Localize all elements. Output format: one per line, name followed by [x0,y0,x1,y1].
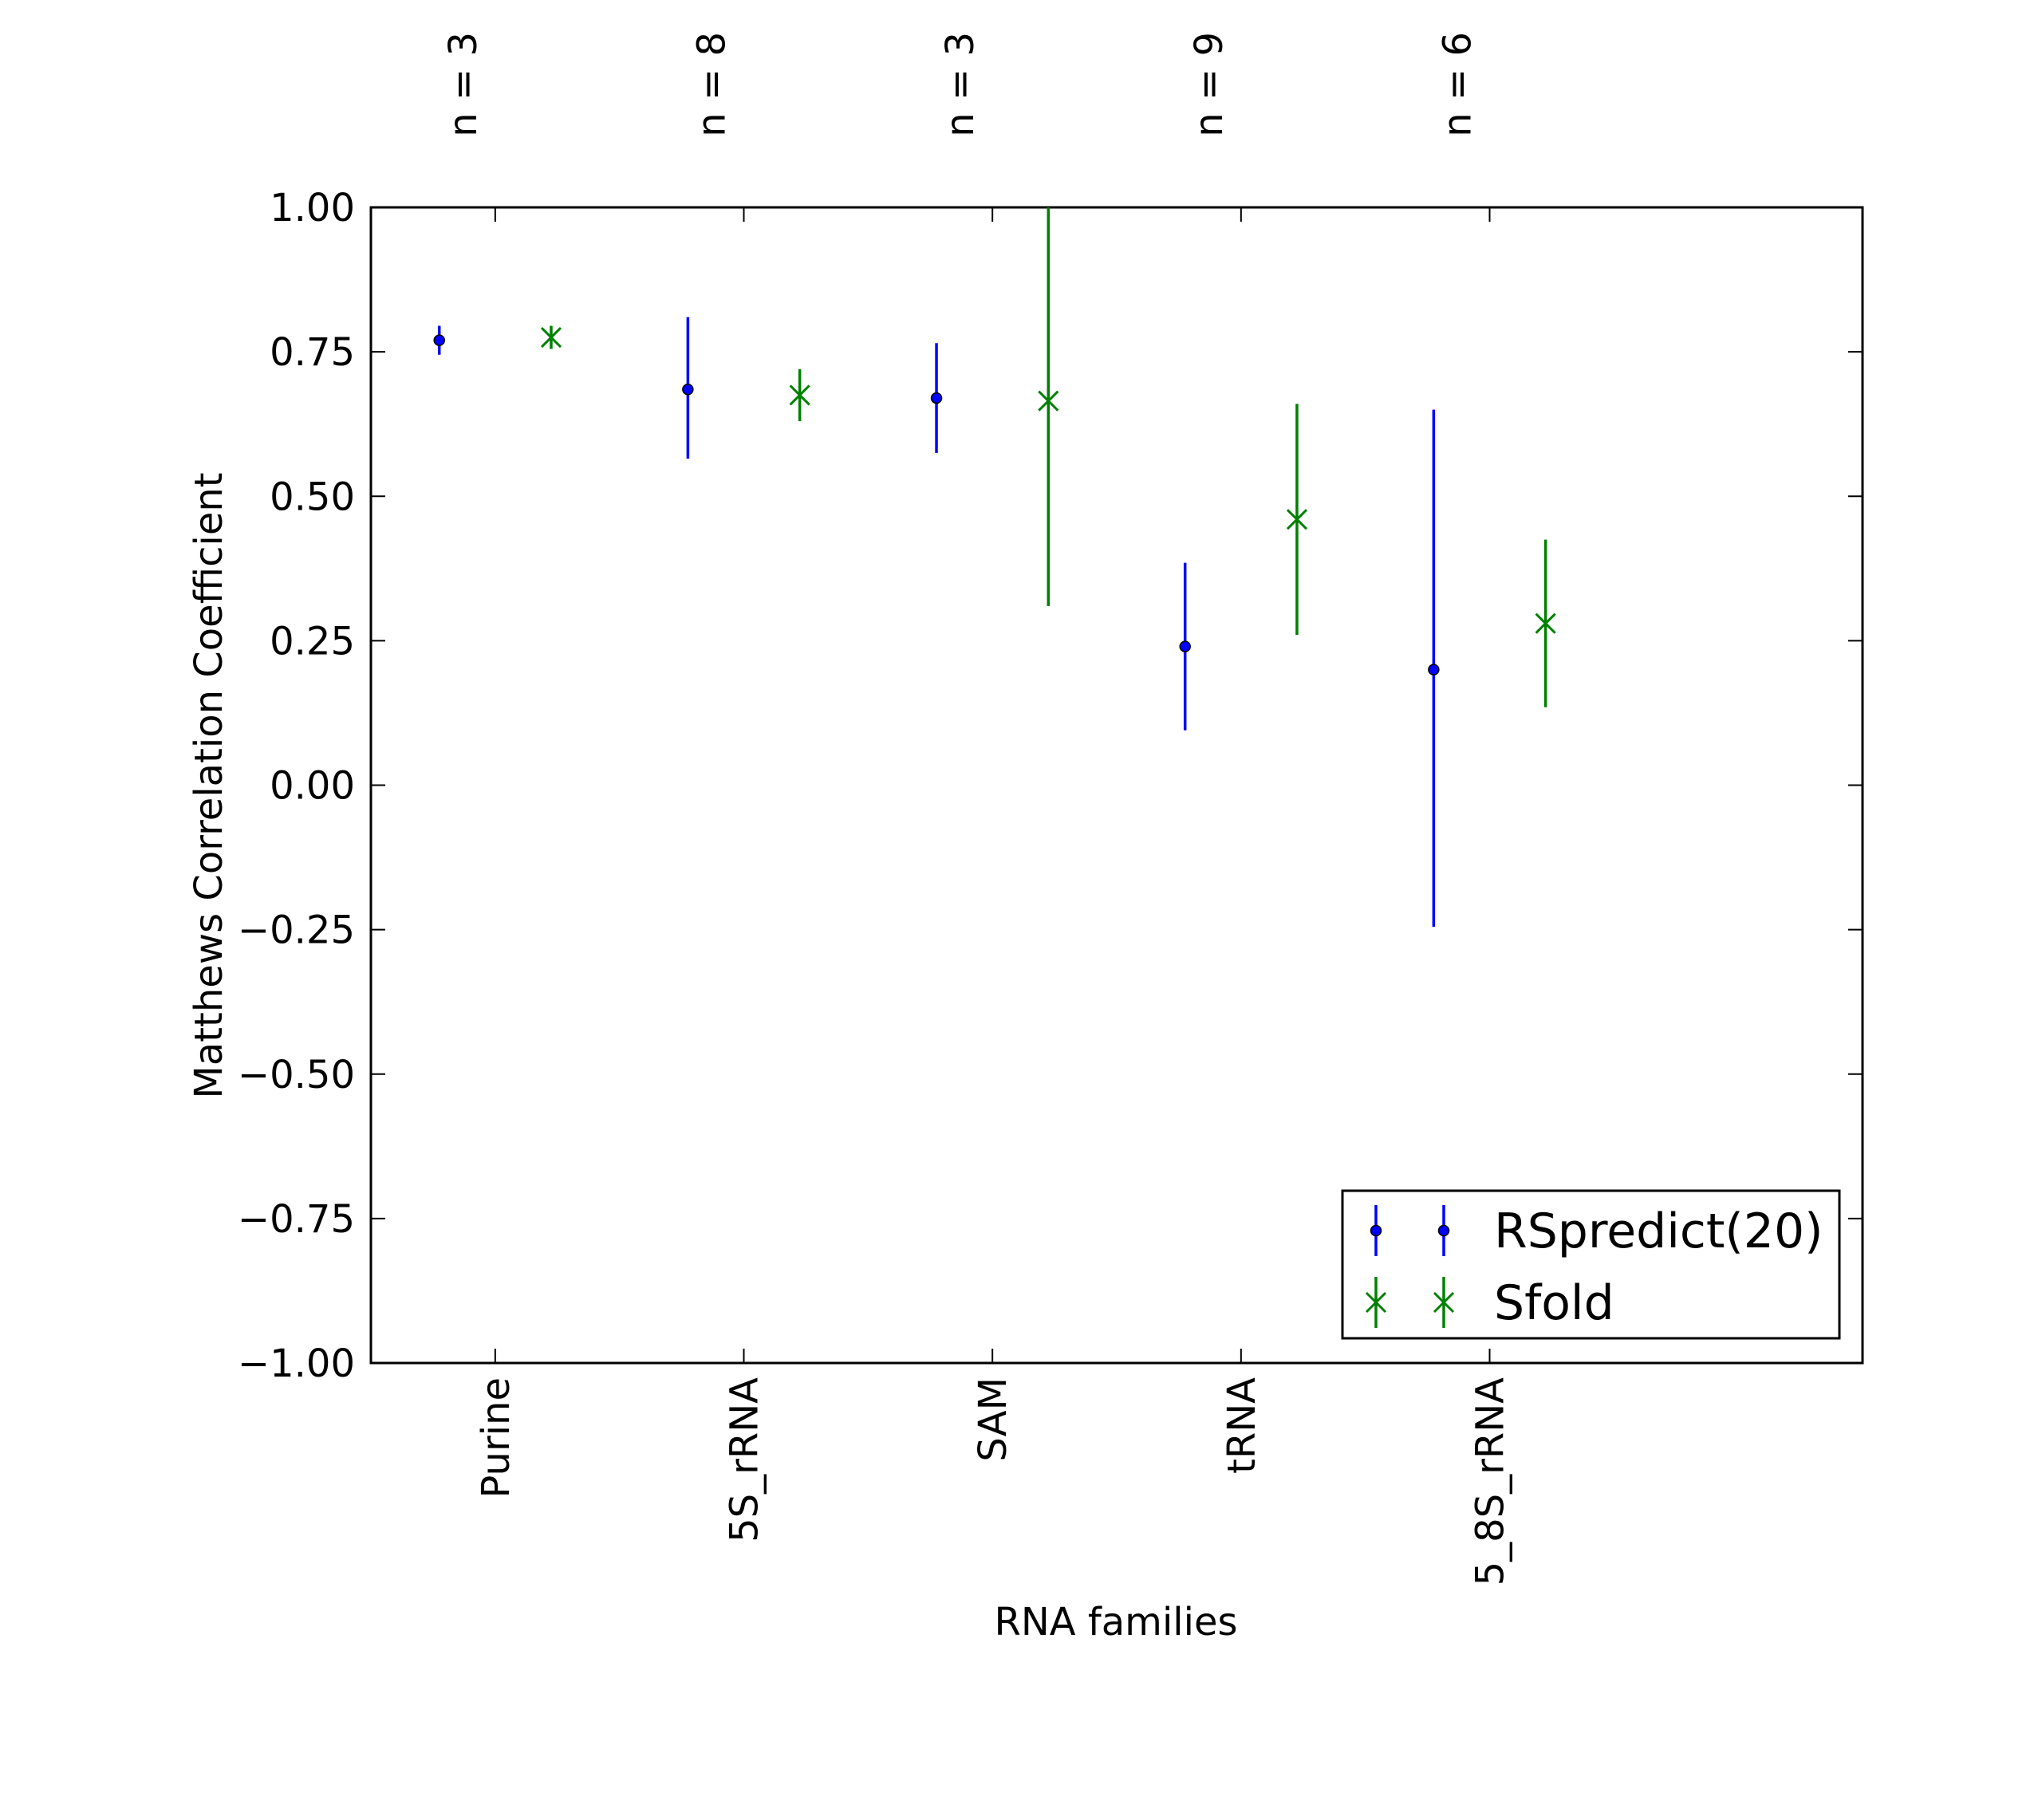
group-count-label: n = 3 [441,32,486,137]
y-tick-label: 0.75 [270,330,355,375]
data-point [1535,613,1556,634]
data-point [789,384,810,406]
data-point [682,383,694,396]
marker-x-stroke [789,384,810,406]
y-tick-label: −0.25 [238,908,355,953]
legend-label: Sfold [1494,1275,1614,1331]
group-count-label: n = 8 [690,32,735,137]
marker-x-stroke [1038,390,1059,412]
y-axis-label: Matthews Correlation Coefficient [187,472,231,1098]
data-point [433,334,445,346]
x-tick-label: SAM [971,1377,1015,1462]
series-rspredict [433,317,1440,928]
plot-layer: 1.00 0.75 0.50 0.25 0.00 −0.25 −0.50 −0.75 −1.00… [238,32,1864,1586]
legend-label: RSpredict(20) [1494,1203,1823,1259]
marker-x-stroke [540,326,562,349]
x-tick-label: tRNA [1220,1377,1264,1474]
legend-box [1341,1189,1841,1340]
group-count-label: n = 6 [1436,32,1480,137]
data-point [1038,390,1059,412]
data-point [1179,640,1191,652]
y-tick-label: −0.50 [238,1053,355,1097]
data-point [1428,664,1440,676]
series-sfold [540,207,1556,707]
y-tick-label: 0.50 [270,475,355,519]
y-tick-label: 0.25 [270,619,355,664]
marker-x-stroke [1433,1291,1455,1314]
y-tick-label: −1.00 [238,1341,355,1386]
legend: RSpredict(20) Sfold [1341,1189,1841,1340]
y-tick-label: −0.75 [238,1197,355,1242]
legend-marker [1370,1224,1382,1237]
marker-x-stroke [1535,613,1556,634]
y-tick-label: 0.00 [270,764,355,809]
x-tick-label: 5S_rRNA [723,1377,767,1542]
y-tick-label: 1.00 [270,186,355,230]
x-tick-label: 5_8S_rRNA [1468,1377,1513,1586]
data-point [930,392,943,404]
data-point [540,326,562,349]
x-tick-label: Purine [474,1377,518,1499]
data-point [1286,509,1308,530]
legend-marker [1433,1291,1455,1314]
marker-x-stroke [1286,509,1308,530]
legend-marker [1365,1291,1387,1314]
x-axis-label: RNA families [995,1600,1238,1645]
legend-marker [1437,1224,1450,1237]
marker-x-stroke [1365,1291,1387,1314]
group-count-label: n = 3 [938,32,983,137]
group-count-label: n = 9 [1187,32,1232,137]
